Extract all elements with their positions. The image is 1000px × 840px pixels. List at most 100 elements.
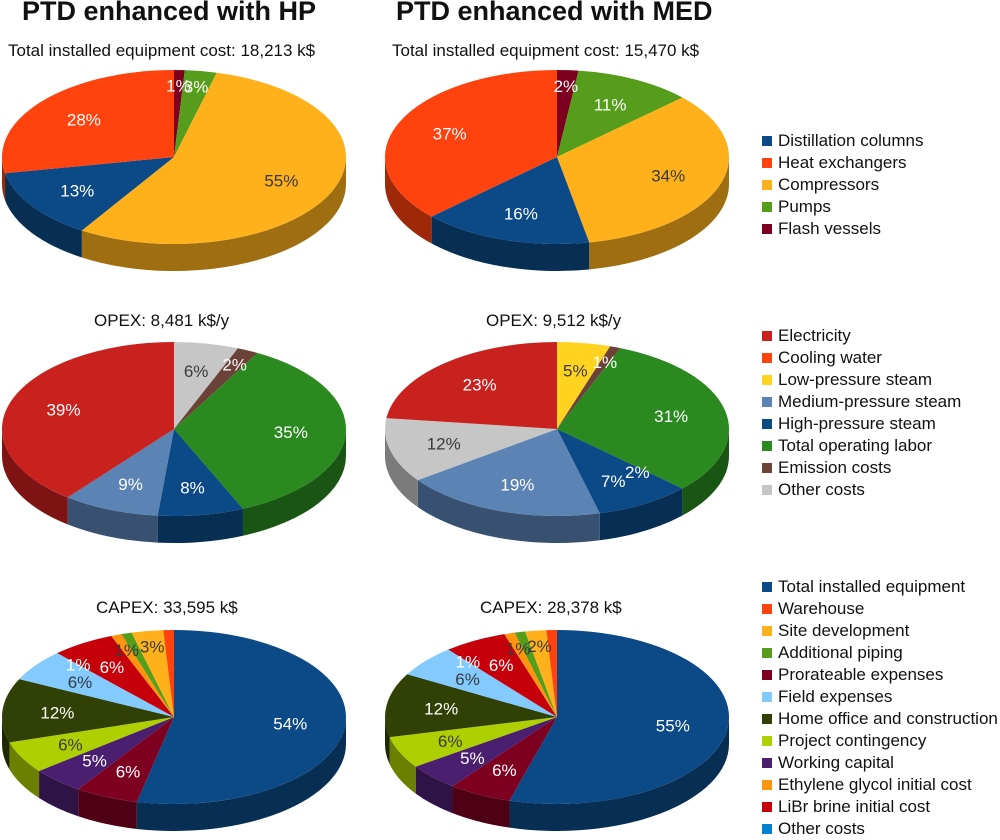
pie-label: 6% bbox=[100, 658, 125, 677]
pie-side-capex bbox=[389, 737, 416, 794]
pie-slice-capex bbox=[2, 679, 175, 743]
legend-label: Project contingency bbox=[778, 731, 927, 750]
legend-label: Additional piping bbox=[778, 643, 903, 662]
legend-item-opex: Low-pressure steam bbox=[762, 369, 961, 391]
pie-side-capex bbox=[136, 717, 346, 831]
pie-slice-capex bbox=[163, 630, 174, 717]
pie-label: 28% bbox=[67, 110, 101, 129]
pie-side-capex bbox=[452, 786, 510, 828]
legend-equipment: Distillation columns Heat exchangers Compr… bbox=[762, 130, 924, 240]
pie-side-opex bbox=[2, 429, 68, 525]
pie-label: 35% bbox=[274, 423, 308, 442]
legend-swatch bbox=[762, 136, 772, 146]
pie-side-opex bbox=[682, 429, 729, 516]
pie-slice-capex bbox=[131, 630, 174, 717]
legend-item-equipment: Pumps bbox=[762, 196, 924, 218]
pie-label: 3% bbox=[140, 638, 165, 657]
pie-label: 31% bbox=[654, 407, 688, 426]
legend-label: Medium-pressure steam bbox=[778, 392, 962, 411]
legend-label: Heat exchangers bbox=[778, 153, 907, 172]
pie-label: 16% bbox=[504, 204, 538, 223]
pie-side-equipment bbox=[589, 157, 729, 270]
pie-slice-equipment bbox=[431, 157, 590, 245]
pie-label: 6% bbox=[455, 670, 480, 689]
pie-slice-equipment bbox=[1, 70, 174, 174]
pie-side-capex bbox=[385, 717, 390, 765]
chart-title-equipment-med: Total installed equipment cost: 15,470 k… bbox=[392, 41, 700, 60]
pie-slice-equipment bbox=[557, 70, 579, 157]
pie-slice-opex bbox=[157, 429, 243, 516]
pie-slice-capex bbox=[514, 631, 557, 717]
legend-item-opex: Other costs bbox=[762, 479, 961, 501]
legend-swatch bbox=[762, 158, 772, 168]
pie-side-capex bbox=[39, 770, 79, 817]
legend-item-equipment: Distillation columns bbox=[762, 130, 924, 152]
legend-label: Emission costs bbox=[778, 458, 892, 477]
pie-side-equipment bbox=[5, 173, 82, 258]
pie-label: 2% bbox=[222, 356, 247, 375]
pie-side-equipment bbox=[2, 157, 6, 201]
legend-swatch bbox=[762, 463, 772, 473]
legend-swatch bbox=[762, 224, 772, 234]
pie-slice-opex bbox=[386, 342, 557, 429]
pie-side-equipment bbox=[431, 216, 590, 271]
legend-label: Electricity bbox=[778, 326, 851, 345]
pie-label: 2% bbox=[625, 463, 650, 482]
pie-slice-opex bbox=[557, 346, 621, 429]
legend-label: Total operating labor bbox=[778, 436, 933, 455]
pie-label: 1% bbox=[592, 353, 617, 372]
pie-side-equipment bbox=[385, 157, 432, 244]
pie-slice-opex bbox=[174, 352, 347, 509]
pie-label: 6% bbox=[489, 656, 514, 675]
chart-title-capex-hp: CAPEX: 33,595 k$ bbox=[96, 598, 238, 617]
legend-swatch bbox=[762, 485, 772, 495]
pie-label: 12% bbox=[424, 700, 458, 719]
legend-item-opex: High-pressure steam bbox=[762, 413, 961, 435]
pie-slice-capex bbox=[111, 634, 174, 717]
pie-slice-capex bbox=[57, 635, 174, 717]
legend-item-equipment: Compressors bbox=[762, 174, 924, 196]
legend-swatch bbox=[762, 375, 772, 385]
pie-side-opex bbox=[67, 497, 158, 543]
pie-label: 6% bbox=[438, 732, 463, 751]
pie-slice-capex bbox=[385, 674, 557, 738]
legend-label: Working capital bbox=[778, 753, 894, 772]
legend-item-capex: Total installed equipment bbox=[762, 576, 998, 598]
pie-chart-5: 55%6%5%6%12%6%1% 6%1%2% bbox=[385, 630, 730, 831]
pie-slice-opex bbox=[557, 342, 611, 429]
pie-label: 37% bbox=[433, 125, 467, 144]
pie-label: 39% bbox=[46, 401, 80, 420]
pie-slice-equipment bbox=[385, 70, 557, 217]
legend-swatch bbox=[762, 202, 772, 212]
pie-slice-opex bbox=[557, 348, 729, 489]
pie-label: 55% bbox=[264, 171, 298, 190]
pie-slice-capex bbox=[9, 717, 175, 771]
pie-slice-capex bbox=[19, 653, 175, 717]
pie-slice-equipment bbox=[174, 70, 185, 157]
pie-side-capex bbox=[2, 717, 10, 770]
pie-label: 1% bbox=[506, 639, 531, 658]
legend-label: Prorateable expenses bbox=[778, 665, 944, 684]
pie-label: 23% bbox=[463, 376, 497, 395]
pie-chart-2: 6% 2% 35% 8% 9% 39% bbox=[1, 342, 347, 543]
legend-swatch bbox=[762, 331, 772, 341]
legend-capex: Total installed equipment Warehouse Site d… bbox=[762, 576, 998, 840]
legend-item-opex: Medium-pressure steam bbox=[762, 391, 961, 413]
legend-swatch bbox=[762, 441, 772, 451]
pie-label: 1% bbox=[456, 653, 481, 672]
pie-slice-capex bbox=[504, 632, 557, 717]
legend-swatch bbox=[762, 758, 772, 768]
legend-item-capex: Additional piping bbox=[762, 642, 998, 664]
legend-label: Ethylene glycol initial cost bbox=[778, 775, 972, 794]
legend-item-opex: Emission costs bbox=[762, 457, 961, 479]
pie-label: 12% bbox=[40, 703, 74, 722]
pie-slice-opex bbox=[417, 429, 600, 516]
chart-title-equipment-hp: Total installed equipment cost: 18,213 k… bbox=[8, 41, 316, 60]
pie-label: 54% bbox=[273, 714, 307, 733]
pie-side-equipment bbox=[81, 157, 346, 271]
legend-opex: Electricity Cooling water Low-pressure ste… bbox=[762, 325, 961, 501]
legend-label: High-pressure steam bbox=[778, 414, 936, 433]
legend-label: Total installed equipment bbox=[778, 577, 966, 596]
legend-swatch bbox=[762, 626, 772, 636]
